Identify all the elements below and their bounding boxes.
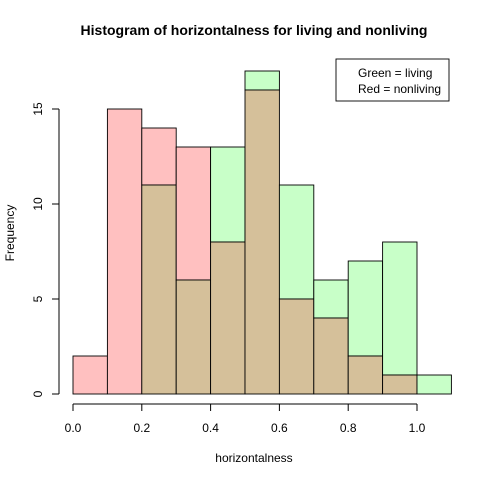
x-tick-label: 0.8 [340,421,357,435]
bar-living-0.8 [348,261,382,356]
bar-overlap-0.4 [211,242,245,394]
chart-title: Histogram of horizontalness for living a… [81,22,428,38]
y-tick-label: 15 [31,102,45,116]
legend: Green = living Red = nonliving [336,59,449,101]
x-tick-label: 0.6 [271,421,288,435]
y-tick-label: 5 [31,295,45,302]
bar-living-0.6 [279,185,313,299]
y-axis: 0 5 10 15 [31,102,59,397]
bar-overlap-0.3 [176,280,210,394]
x-tick-label: 0.2 [133,421,150,435]
bar-living-1.0 [417,375,451,394]
bar-overlap-0.5 [245,90,279,394]
bar-overlap-0.9 [383,375,417,394]
y-tick-label: 0 [31,390,45,397]
x-axis: 0.0 0.2 0.4 0.6 0.8 1.0 [65,404,426,435]
bar-nonliving-0.1 [107,109,141,394]
bar-living-0.4 [211,147,245,242]
bars-layer [73,71,451,394]
bar-living-0.5 [245,71,279,90]
bar-nonliving-0.0 [73,356,107,394]
x-axis-label: horizontalness [215,451,292,465]
x-tick-label: 0.4 [202,421,219,435]
x-tick-label: 0.0 [65,421,82,435]
bar-living-0.7 [314,280,348,318]
y-tick-label: 10 [31,197,45,211]
bar-living-0.9 [383,242,417,375]
legend-line-nonliving: Red = nonliving [358,82,441,96]
bar-overlap-0.7 [314,318,348,394]
bar-nonliving-0.3 [176,147,210,280]
bar-overlap-0.2 [142,185,176,394]
bar-overlap-0.6 [279,299,313,394]
bar-nonliving-0.2 [142,128,176,185]
legend-line-living: Green = living [358,66,432,80]
x-tick-label: 1.0 [409,421,426,435]
y-axis-label: Frequency [3,205,17,262]
bar-overlap-0.8 [348,356,382,394]
